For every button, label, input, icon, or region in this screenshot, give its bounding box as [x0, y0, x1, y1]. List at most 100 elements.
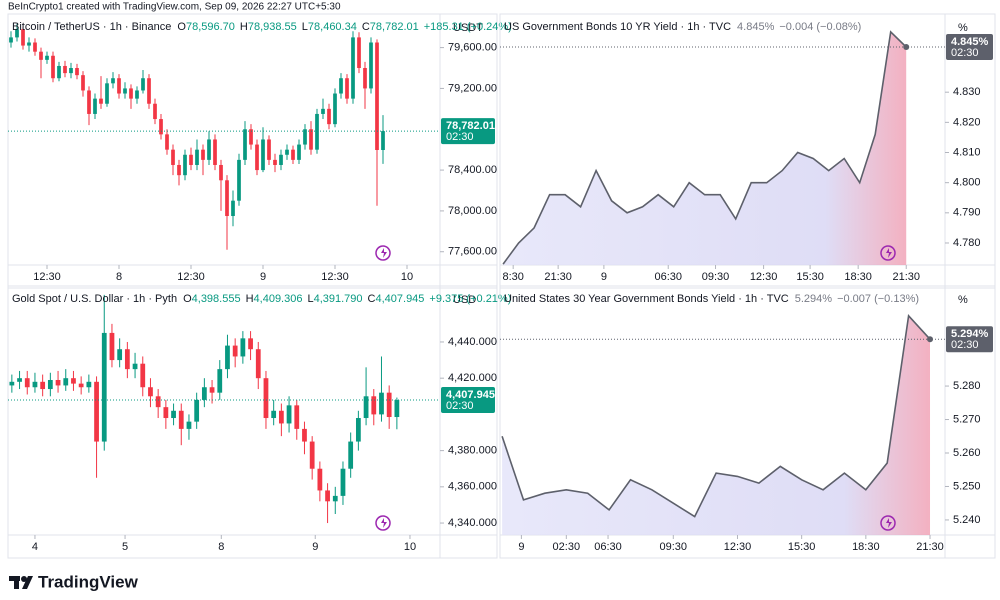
x-tick-label: 9: [601, 271, 607, 283]
x-tick-label: 8: [218, 541, 224, 553]
legend-value: 78,596.70: [186, 21, 235, 33]
price-tag-countdown: 02:30: [446, 131, 474, 143]
last-point: [927, 336, 934, 343]
legend-key: H: [240, 21, 248, 33]
candle-body: [321, 108, 325, 114]
candle-body: [163, 407, 169, 419]
candle-body: [21, 29, 25, 46]
legend-value: 4.845%: [737, 21, 775, 33]
y-tick-label: 4,340.000: [448, 517, 497, 529]
x-tick-label: 02:30: [553, 541, 581, 553]
candle-body: [75, 68, 79, 76]
candle-body: [39, 51, 43, 60]
candle-body: [267, 139, 271, 160]
y-tick-label: 78,000.00: [448, 205, 497, 217]
candle-body: [165, 134, 169, 150]
x-tick-label: 5: [122, 541, 128, 553]
chart-panel: USDT 79,600.00 79,200.00 78,400.00 78,000.00…: [7, 13, 512, 289]
line: [502, 30, 907, 265]
y-tick-label: 4.800: [953, 177, 981, 189]
candle-body: [286, 405, 292, 424]
legend: Bitcoin / TetherUS · 1h · Binance O78,596…: [12, 21, 512, 33]
candle-body: [351, 37, 355, 99]
candle-body: [40, 381, 46, 390]
candle-body: [78, 383, 84, 388]
candle-body: [355, 418, 361, 442]
candle-body: [141, 78, 145, 91]
candle-body: [111, 78, 115, 84]
y-tick-label: 4.820: [953, 116, 981, 128]
plot: [9, 294, 400, 524]
candle-body: [153, 103, 157, 120]
candle-body: [303, 129, 307, 145]
legend-value: 78,460.34: [308, 21, 357, 33]
candle-body: [348, 441, 354, 469]
axis-unit: USDT: [453, 22, 483, 34]
candle-body: [186, 421, 192, 429]
y-tick-label: 4,440.000: [448, 336, 497, 348]
alert-bolt: [886, 518, 892, 528]
candle-body: [225, 180, 229, 217]
alert-icon: [880, 245, 896, 261]
candle-body: [263, 378, 269, 419]
candle-body: [291, 149, 295, 160]
plot: [502, 30, 910, 265]
x-tick-label: 12:30: [724, 541, 752, 553]
candle-body: [333, 93, 337, 125]
y-tick-label: 4.830: [953, 86, 981, 98]
candle-body: [69, 68, 73, 74]
legend-key: L: [307, 293, 313, 305]
panel-frame: [7, 285, 498, 559]
candle-body: [124, 349, 130, 370]
candle-body: [345, 78, 349, 99]
candle-body: [201, 149, 205, 160]
candle-body: [93, 98, 97, 114]
candle-body: [47, 379, 53, 390]
candle-body: [140, 363, 146, 388]
candle-body: [255, 144, 259, 171]
legend-key: H: [246, 293, 254, 305]
alert-bolt: [886, 248, 892, 258]
candle-body: [15, 29, 19, 38]
x-tick-label: 9: [518, 541, 524, 553]
price-tag: [946, 33, 993, 60]
legend-title: Bitcoin / TetherUS · 1h · Binance: [12, 21, 171, 33]
candle-body: [24, 378, 30, 388]
plot: [501, 314, 934, 535]
candle-body: [109, 332, 115, 361]
candle-body: [294, 405, 300, 429]
y-tick-label: 4,420.000: [448, 372, 497, 384]
candle-body: [194, 399, 200, 422]
candle-body: [148, 387, 153, 397]
candle-body: [327, 108, 331, 125]
candle-body: [332, 495, 338, 502]
candle-body: [94, 381, 99, 442]
candle-body: [189, 154, 193, 165]
candle-body: [340, 468, 346, 496]
candle-body: [309, 441, 315, 469]
candle-body: [9, 37, 13, 43]
candle-body: [339, 78, 343, 94]
y-tick-label: 5.270: [953, 413, 981, 425]
x-tick-label: 4: [32, 541, 38, 553]
x-tick-label: 12:30: [321, 271, 349, 283]
candle-body: [51, 55, 55, 79]
x-tick-label: 21:30: [892, 271, 920, 283]
legend-value: 4,409.306: [254, 293, 303, 305]
candle-body: [357, 37, 361, 69]
credit: BeInCrypto1 created with TradingView.com…: [8, 2, 341, 13]
y-tick-label: 5.280: [953, 380, 981, 392]
price-tag-value: 78,782.01: [446, 120, 495, 132]
last-point: [903, 43, 910, 50]
candle-body: [261, 139, 265, 171]
candle-body: [105, 83, 109, 104]
candle-body: [379, 392, 384, 415]
candle-body: [135, 90, 139, 99]
legend-key: O: [183, 293, 192, 305]
candle-body: [201, 387, 207, 400]
y-tick-label: 77,600.00: [448, 246, 497, 258]
price-tag-countdown: 02:30: [951, 47, 979, 59]
alert-bolt: [381, 248, 387, 258]
candle-body: [219, 164, 223, 181]
